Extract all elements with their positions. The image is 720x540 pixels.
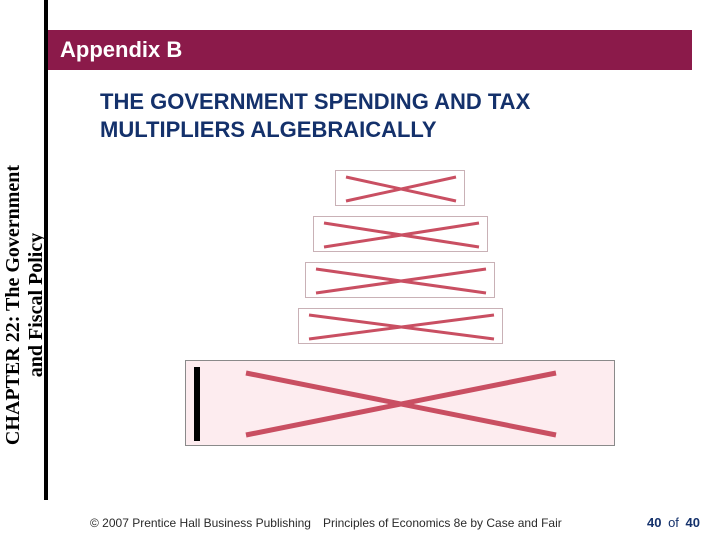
- equation-row: [313, 216, 488, 252]
- cross-icon: [299, 309, 504, 345]
- cross-icon: [336, 171, 466, 207]
- title-bar: Appendix B: [48, 30, 692, 70]
- copyright-text: © 2007 Prentice Hall Business Publishing: [90, 516, 311, 530]
- page-of: of: [668, 515, 679, 530]
- book-title: Principles of Economics 8e by Case and F…: [323, 516, 562, 530]
- equation-row: [335, 170, 465, 206]
- equation-row: [305, 262, 495, 298]
- footer: © 2007 Prentice Hall Business Publishing…: [0, 515, 720, 530]
- cross-icon: [306, 263, 496, 299]
- page-total: 40: [686, 515, 700, 530]
- title-text: Appendix B: [60, 37, 182, 63]
- cross-icon: [186, 361, 616, 447]
- chapter-label: CHAPTER 22: The Government and Fiscal Po…: [2, 155, 48, 455]
- subtitle: THE GOVERNMENT SPENDING AND TAX MULTIPLI…: [100, 88, 660, 143]
- cross-icon: [314, 217, 489, 253]
- page-current: 40: [647, 515, 661, 530]
- equation-final: [185, 360, 615, 446]
- equation-row: [298, 308, 503, 344]
- chapter-label-line2: and Fiscal Policy: [25, 155, 48, 455]
- equations-block: [180, 170, 620, 446]
- page-counter: 40 of 40: [647, 515, 700, 530]
- chapter-label-line1: CHAPTER 22: The Government: [2, 155, 25, 455]
